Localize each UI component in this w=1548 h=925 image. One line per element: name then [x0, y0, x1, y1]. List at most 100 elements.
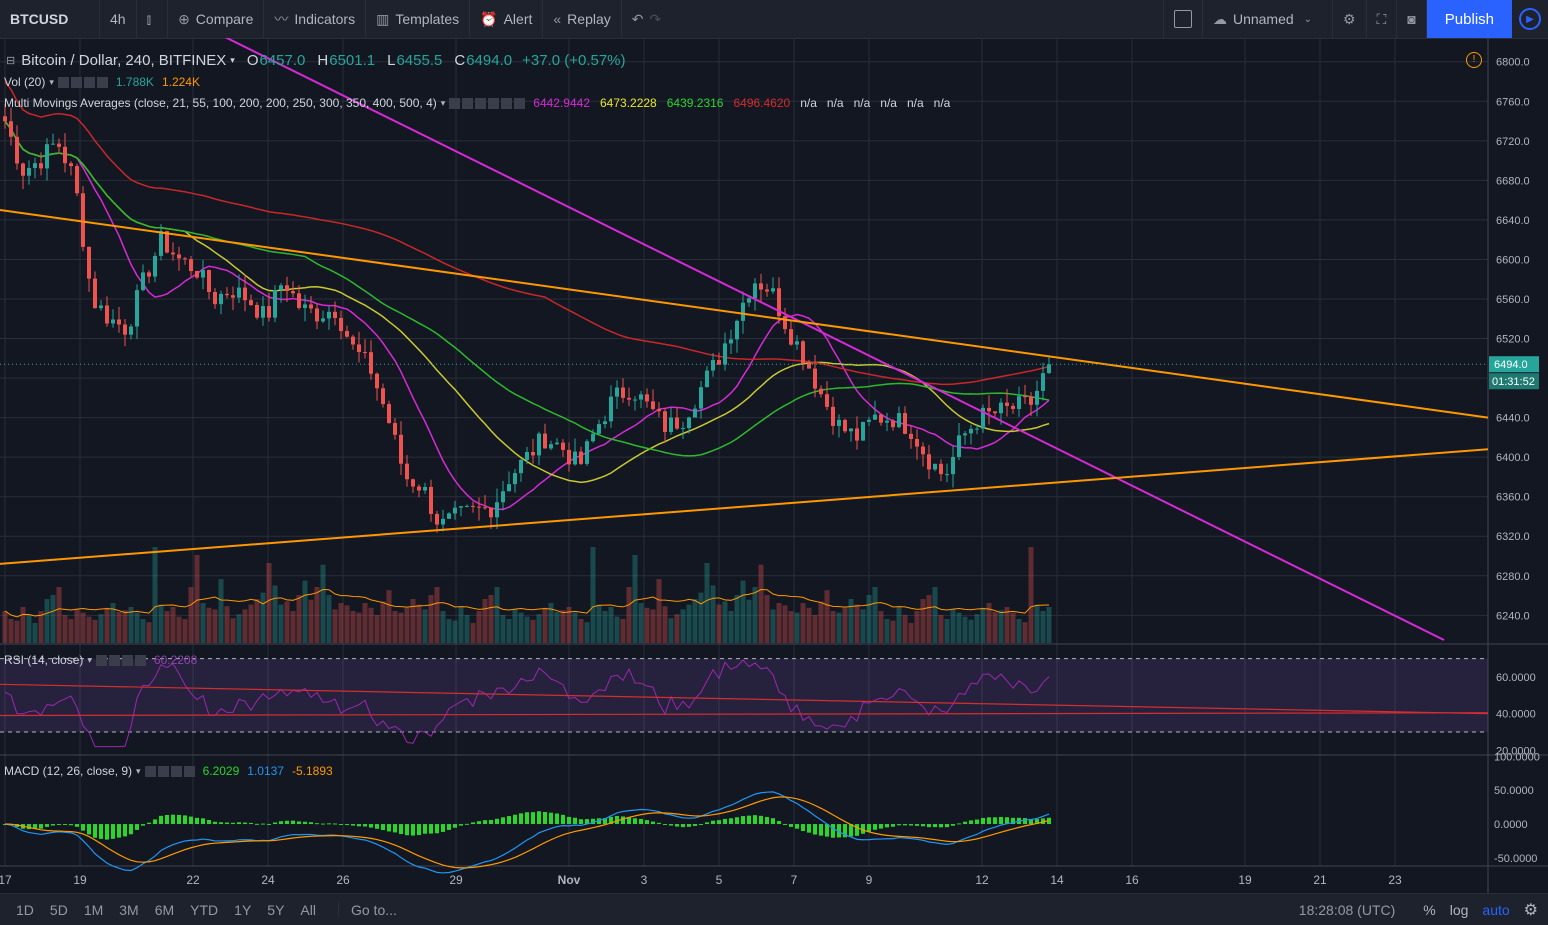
rsi-chevron-icon[interactable]: ▾	[87, 654, 92, 665]
time-axis[interactable]: 17 19 22 24 26 29 Nov 3 5 7 9 12 14 16 19 21 23	[0, 873, 1402, 887]
macd-histogram-bar	[579, 819, 583, 825]
macd-histogram-bar	[423, 824, 427, 834]
collapse-icon[interactable]: ⊟	[6, 55, 16, 67]
candle-body	[807, 363, 811, 369]
volume-bar	[158, 604, 164, 643]
macd-histogram-bar	[285, 820, 289, 825]
volume-bar	[872, 587, 878, 643]
goto-button[interactable]: Go to...	[337, 901, 397, 918]
candle-body	[717, 360, 721, 365]
candle-body	[843, 419, 847, 432]
bar-style-button[interactable]: ⫾	[137, 0, 169, 38]
volume-bar	[278, 604, 284, 643]
macd-histogram-bar	[177, 814, 181, 825]
volume-bar	[398, 612, 404, 643]
undo-icon[interactable]: ↶	[631, 10, 644, 27]
warning-icon[interactable]: !	[1466, 52, 1482, 68]
mma-value: 6473.2228	[600, 96, 657, 110]
volume-bar	[968, 619, 974, 643]
macd-histogram-bar	[627, 817, 631, 825]
macd-histogram-bar	[783, 823, 787, 825]
rsi-tick-label: 60.0000	[1496, 672, 1536, 684]
replay-button[interactable]: « Replay	[543, 0, 622, 38]
range-3m[interactable]: 3M	[119, 901, 139, 918]
settings-button[interactable]: ⚙	[1333, 0, 1367, 38]
templates-button[interactable]: ▥ Templates	[366, 0, 471, 38]
volume-bar	[290, 611, 296, 643]
range-all[interactable]: All	[300, 901, 316, 918]
volume-controls[interactable]	[57, 76, 108, 88]
range-ytd[interactable]: YTD	[190, 901, 219, 918]
indicators-button[interactable]: 〰 Indicators	[264, 0, 367, 38]
range-1y[interactable]: 1Y	[234, 901, 252, 918]
volume-bar	[710, 585, 716, 643]
mma-label[interactable]: Multi Movings Averages (close, 21, 55, 1…	[4, 96, 437, 110]
auto-toggle[interactable]: auto	[1482, 901, 1510, 918]
volume-label[interactable]: Vol (20)	[4, 75, 46, 89]
macd-chevron-icon[interactable]: ▾	[136, 765, 141, 776]
range-5d[interactable]: 5D	[49, 901, 68, 918]
macd-tick-label: 50.0000	[1494, 785, 1534, 797]
mma-chevron-icon[interactable]: ▾	[440, 97, 446, 108]
macd-histogram-bar	[399, 824, 403, 835]
macd-histogram-bar	[663, 824, 667, 826]
gear-icon: ⚙	[1342, 10, 1356, 27]
volume-chevron-icon[interactable]: ▾	[49, 76, 54, 87]
rsi-trendline	[0, 683, 1489, 715]
macd-histogram-bar	[771, 818, 775, 825]
interval-selector[interactable]: 4h	[100, 0, 137, 38]
volume-bar	[860, 609, 866, 643]
macd-histogram-bar	[129, 824, 133, 835]
gear-icon[interactable]: ⚙	[1523, 901, 1538, 919]
volume-bar	[992, 611, 998, 643]
macd-histogram-bar	[135, 824, 139, 830]
macd-histogram-bar	[387, 824, 391, 832]
macd-histogram-bar	[195, 817, 199, 825]
publish-button[interactable]: Publish	[1426, 0, 1512, 38]
mma-values: 6442.9442 6473.2228 6439.2316 6496.4620 n/a n…	[533, 96, 960, 110]
open-label: O	[246, 52, 259, 69]
compare-button[interactable]: ⊕ Compare	[168, 0, 265, 38]
candle-body	[771, 288, 775, 292]
macd-label[interactable]: MACD (12, 26, close, 9)	[4, 764, 133, 778]
candle-body	[969, 428, 973, 434]
macd-histogram-bar	[789, 824, 793, 827]
range-1m[interactable]: 1M	[83, 901, 104, 918]
candle-body	[189, 259, 193, 272]
layout-selector[interactable]: ☁ Unnamed ⌄	[1203, 0, 1333, 38]
alert-button[interactable]: ⏰ Alert	[470, 0, 544, 38]
symbol-title[interactable]: Bitcoin / Dollar, 240, BITFINEX	[21, 52, 227, 69]
title-chevron-icon[interactable]: ▾	[230, 55, 235, 65]
candle-body	[393, 423, 397, 435]
rsi-controls[interactable]	[95, 654, 146, 666]
volume-bar	[110, 603, 116, 643]
candle-body	[573, 451, 577, 465]
range-6m[interactable]: 6M	[154, 901, 175, 918]
utc-clock[interactable]: 18:28:08 (UTC)	[1298, 901, 1396, 918]
fullscreen-button[interactable]: ⛶	[1367, 0, 1398, 38]
range-1d[interactable]: 1D	[16, 901, 34, 918]
redo-icon[interactable]: ↷	[649, 10, 662, 27]
rsi-label[interactable]: RSI (14, close)	[4, 653, 84, 667]
macd-histogram-bar	[795, 824, 799, 829]
candle-body	[567, 449, 571, 465]
price-tick-label: 6560.0	[1496, 294, 1530, 306]
macd-controls[interactable]	[144, 765, 195, 777]
range-5y[interactable]: 5Y	[267, 901, 285, 918]
macd-histogram-bar	[411, 824, 415, 836]
macd-histogram-bar	[27, 824, 31, 830]
volume-bar	[524, 616, 530, 643]
price-axis[interactable]: 6240.0 6280.0 6320.0 6360.0 6400.0 6440.0 6520…	[1489, 57, 1539, 623]
checkbox-button[interactable]	[1162, 0, 1203, 38]
play-button[interactable]: ▶	[1512, 0, 1548, 38]
symbol-search[interactable]: BTCUSD	[0, 0, 100, 38]
percent-toggle[interactable]: %	[1423, 901, 1436, 918]
macd-histogram-bar	[801, 824, 805, 832]
chart-area[interactable]: 60.0000 40.0000 20.0000 100.0000 50.0000 0.0…	[0, 38, 1548, 893]
toolbar-right: ☁ Unnamed ⌄ ⚙ ⛶ ◙ Publish ▶	[1162, 0, 1548, 38]
mma-controls[interactable]	[449, 97, 526, 109]
log-toggle[interactable]: log	[1449, 901, 1469, 918]
bottom-right-controls: 18:28:08 (UTC) % log auto ⚙	[1299, 894, 1538, 925]
trendlines[interactable]	[0, 38, 1489, 641]
snapshot-button[interactable]: ◙	[1397, 0, 1427, 38]
